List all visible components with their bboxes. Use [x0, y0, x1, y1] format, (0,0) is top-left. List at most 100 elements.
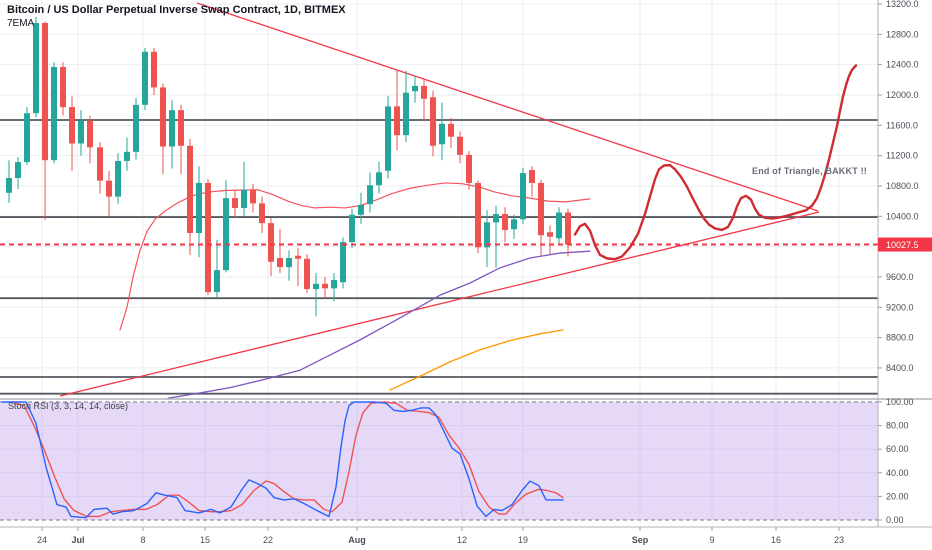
triangle-trendlines[interactable]: [59, 2, 820, 397]
stoch-value-label: 60.00: [886, 444, 909, 454]
candle: [493, 214, 499, 223]
candle: [475, 182, 481, 248]
candle: [214, 270, 220, 293]
stoch-rsi-pane: [0, 401, 878, 521]
price-label: 12000.0: [886, 90, 919, 100]
time-label: 8: [140, 535, 145, 545]
candle: [60, 66, 66, 108]
candle: [313, 283, 319, 290]
candle: [277, 257, 283, 268]
time-label: 9: [709, 535, 714, 545]
candle: [205, 182, 211, 293]
price-axis[interactable]: [878, 0, 932, 550]
candle: [24, 113, 30, 163]
candle: [529, 170, 535, 183]
time-label: 15: [200, 535, 210, 545]
candle: [556, 212, 562, 239]
candlestick-series: [6, 16, 571, 317]
last-price-badge: 10027.5: [878, 237, 932, 252]
candle: [385, 106, 391, 171]
candle: [187, 145, 193, 233]
price-label: 12800.0: [886, 29, 919, 39]
candle: [78, 120, 84, 144]
candle: [133, 104, 139, 152]
candle: [502, 214, 508, 230]
candle: [42, 22, 48, 161]
time-label: Sep: [632, 535, 649, 545]
candle: [178, 110, 184, 146]
candle: [232, 198, 238, 208]
upper-trendline: [196, 2, 819, 212]
candle: [6, 178, 12, 193]
candle: [87, 120, 93, 148]
projection-path: [573, 64, 858, 261]
time-label: 12: [457, 535, 467, 545]
candle: [196, 182, 202, 233]
candle: [394, 106, 400, 136]
price-label: 11600.0: [886, 120, 918, 130]
candle: [322, 283, 328, 289]
time-label: 24: [37, 535, 47, 545]
candle: [69, 107, 75, 144]
candle: [547, 232, 553, 237]
candle: [106, 180, 112, 197]
time-axis-labels: 24 Jul 8 15 22 Aug 12 19 Sep 9 16 23: [37, 527, 844, 545]
price-label: 11200.0: [886, 151, 918, 161]
ma-purple-line: [167, 250, 591, 399]
candle: [421, 85, 427, 99]
stoch-rsi-label[interactable]: Stoch RSI (3, 3, 14, 14, close): [8, 401, 129, 411]
price-axis-labels: 13200.0 12800.0 12400.0 12000.0 11600.0 11200…: [878, 0, 919, 525]
candle: [466, 154, 472, 183]
candle: [142, 51, 148, 105]
candle: [538, 182, 544, 236]
candle: [412, 85, 418, 92]
time-axis[interactable]: [0, 527, 932, 550]
candle: [367, 185, 373, 205]
candle: [358, 204, 364, 215]
symbol-header: Bitcoin / US Dollar Perpetual Inverse Sw…: [7, 4, 346, 30]
candle: [268, 223, 274, 262]
candle: [304, 258, 310, 290]
stoch-value-label: 20.00: [886, 491, 909, 501]
candle: [430, 97, 436, 146]
stoch-k-line: [1, 401, 564, 519]
price-label: 9200.0: [886, 302, 914, 312]
stoch-value-label: 0.00: [886, 515, 904, 525]
candle: [124, 151, 130, 161]
candle: [250, 189, 256, 204]
price-label: 12400.0: [886, 60, 919, 70]
horizontal-level-lines[interactable]: [0, 119, 878, 395]
last-price-value: 10027.5: [886, 240, 919, 250]
candle: [160, 87, 166, 147]
candle: [259, 203, 265, 224]
ma-red-line: [119, 182, 591, 331]
candle: [403, 92, 409, 136]
ema-legend[interactable]: 7EMA: [7, 18, 35, 29]
time-label: Aug: [348, 535, 366, 545]
stoch-value-label: 100.00: [886, 397, 914, 407]
candle: [169, 110, 175, 147]
candle: [349, 214, 355, 243]
candle: [520, 173, 526, 220]
candle: [340, 242, 346, 283]
symbol-title[interactable]: Bitcoin / US Dollar Perpetual Inverse Sw…: [7, 4, 346, 16]
candle: [376, 172, 382, 186]
candle: [241, 189, 247, 208]
time-label: 19: [518, 535, 528, 545]
price-label: 10400.0: [886, 211, 919, 221]
time-label: 16: [771, 535, 781, 545]
candle: [448, 123, 454, 137]
candle: [33, 22, 39, 114]
candle: [115, 160, 121, 197]
stoch-value-label: 40.00: [886, 468, 909, 478]
price-label: 9600.0: [886, 272, 914, 282]
time-label: Jul: [71, 535, 84, 545]
triangle-annotation[interactable]: End of Triangle, BAKKT !!: [752, 166, 867, 176]
candle: [286, 257, 292, 268]
lower-trendline: [59, 211, 820, 397]
time-label: 23: [834, 535, 844, 545]
candle: [97, 147, 103, 181]
price-label: 8400.0: [886, 363, 914, 373]
